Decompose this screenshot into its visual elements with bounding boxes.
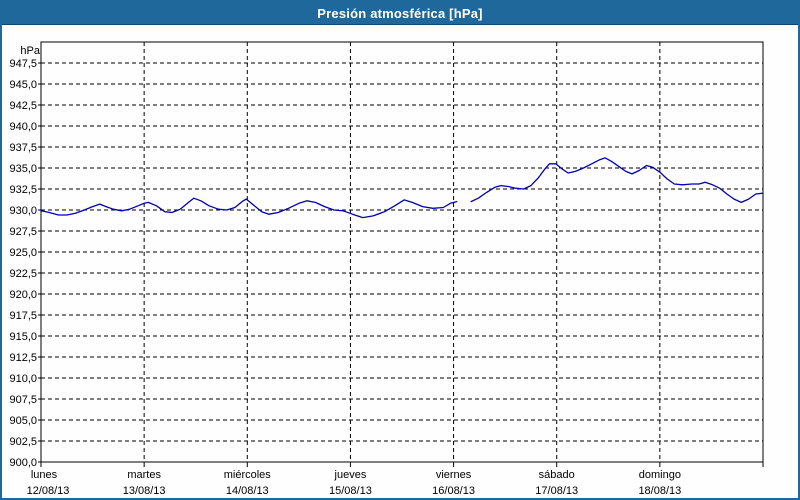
- y-tick-label: 947,5: [9, 58, 37, 70]
- x-day-label: martes: [127, 469, 161, 481]
- y-tick-label: 937,5: [9, 142, 37, 154]
- title-bar: Presión atmosférica [hPa]: [2, 2, 798, 25]
- y-tick-label: 902,5: [9, 436, 37, 448]
- y-tick-label: 942,5: [9, 100, 37, 112]
- x-date-label: 17/08/13: [535, 485, 578, 497]
- y-tick-label: 925,0: [9, 247, 37, 259]
- x-day-label: jueves: [334, 469, 367, 481]
- y-tick-label: 907,5: [9, 394, 37, 406]
- chart-title: Presión atmosférica [hPa]: [317, 5, 483, 21]
- x-date-label: 12/08/13: [27, 485, 70, 497]
- pressure-line: [40, 197, 458, 219]
- y-tick-label: 912,5: [9, 352, 37, 364]
- x-day-label: domingo: [639, 469, 681, 481]
- x-day-label: miércoles: [224, 469, 272, 481]
- x-date-label: 14/08/13: [226, 485, 269, 497]
- y-tick-label: 930,0: [9, 205, 37, 217]
- y-axis-unit-label: hPa: [20, 45, 40, 57]
- x-date-label: 13/08/13: [123, 485, 166, 497]
- y-tick-label: 900,0: [9, 457, 37, 469]
- y-tick-label: 917,5: [9, 310, 37, 322]
- y-tick-label: 927,5: [9, 226, 37, 238]
- plot-border: [40, 41, 764, 463]
- y-tick-label: 932,5: [9, 184, 37, 196]
- x-day-label: viernes: [436, 469, 472, 481]
- y-tick-label: 945,0: [9, 79, 37, 91]
- y-tick-label: 922,5: [9, 268, 37, 280]
- y-tick-label: 935,0: [9, 163, 37, 175]
- y-tick-label: 910,0: [9, 373, 37, 385]
- y-tick-label: 915,0: [9, 331, 37, 343]
- x-day-label: lunes: [31, 469, 58, 481]
- x-date-label: 15/08/13: [329, 485, 372, 497]
- x-date-label: 16/08/13: [432, 485, 475, 497]
- pressure-line: [470, 157, 764, 204]
- y-tick-label: 920,0: [9, 289, 37, 301]
- x-date-label: 18/08/13: [638, 485, 681, 497]
- x-day-label: sábado: [539, 469, 575, 481]
- y-tick-label: 940,0: [9, 121, 37, 133]
- y-tick-label: 905,0: [9, 415, 37, 427]
